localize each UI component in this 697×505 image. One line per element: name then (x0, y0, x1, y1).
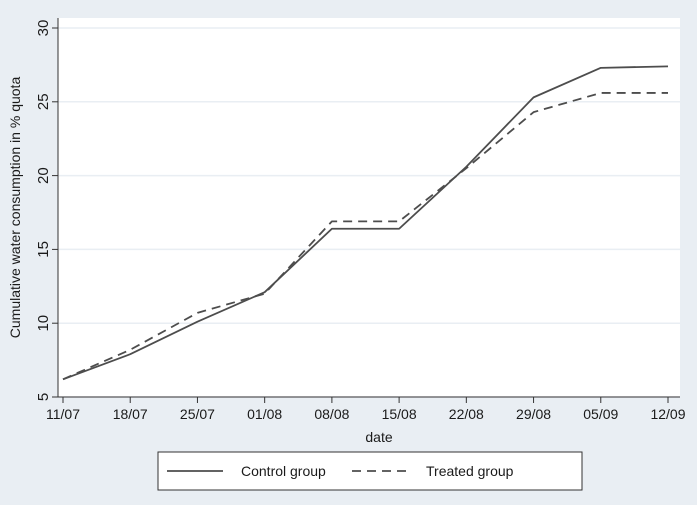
x-tick-label: 05/09 (583, 406, 618, 422)
y-tick-label: 25 (35, 93, 52, 110)
x-tick-label: 25/07 (180, 406, 215, 422)
x-tick-label: 01/08 (247, 406, 282, 422)
legend-label-treated: Treated group (426, 463, 514, 479)
y-tick-label: 30 (35, 20, 52, 37)
y-tick-label: 15 (35, 241, 52, 258)
x-tick-label: 18/07 (113, 406, 148, 422)
x-tick-label: 12/09 (650, 406, 685, 422)
x-tick-label: 29/08 (516, 406, 551, 422)
x-tick-label: 11/07 (46, 406, 80, 422)
x-tick-label: 08/08 (314, 406, 349, 422)
x-tick-label: 22/08 (449, 406, 484, 422)
legend: Control group Treated group (158, 452, 582, 490)
x-axis-title: date (365, 429, 392, 445)
x-tick-label: 15/08 (382, 406, 417, 422)
y-tick-label: 5 (35, 393, 52, 401)
y-axis-title: Cumulative water consumption in % quota (7, 77, 23, 339)
legend-label-control: Control group (241, 463, 326, 479)
y-tick-label: 10 (35, 315, 52, 332)
y-tick-label: 20 (35, 167, 52, 184)
